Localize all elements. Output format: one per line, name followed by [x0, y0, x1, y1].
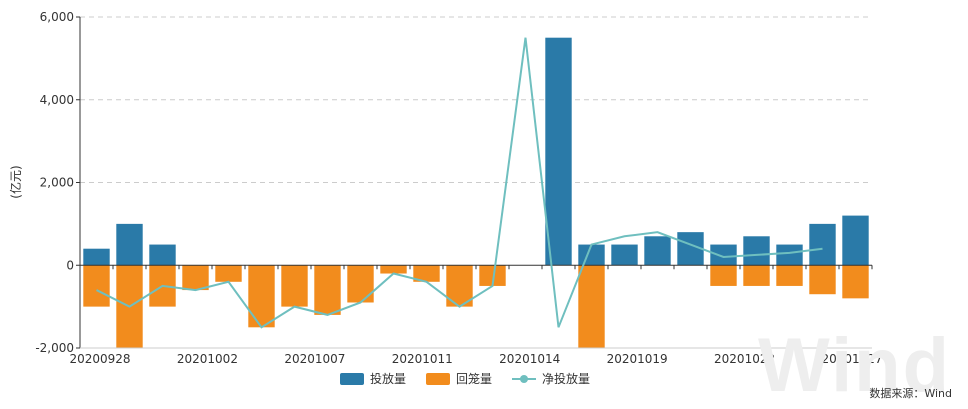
tick-labels: -2,000 0 2,000 4,000 6,000 20200928 20201002 20…	[35, 10, 882, 366]
x-tick-label: 20201022	[714, 352, 775, 366]
bars	[83, 37, 869, 348]
x-tick-label: 20200928	[69, 352, 130, 366]
repo-bar	[710, 265, 737, 286]
invest-bar	[710, 244, 737, 266]
repo-bar	[842, 265, 869, 299]
wind-watermark: Wind	[758, 323, 952, 408]
invest-bar	[644, 236, 671, 266]
repo-bar	[281, 265, 308, 307]
invest-bar	[776, 244, 803, 266]
y-tick-label: 4,000	[40, 93, 74, 107]
repo-bar	[743, 265, 770, 286]
y-tick-label: 6,000	[40, 10, 74, 24]
repo-bar	[809, 265, 836, 295]
repo-bar	[479, 265, 506, 286]
repo-bar	[578, 265, 605, 348]
legend-item-repo[interactable]: 回笼量	[426, 370, 492, 387]
axes	[76, 16, 873, 349]
repo-bar	[347, 265, 374, 303]
legend: 投放量 回笼量 净投放量	[340, 370, 590, 387]
legend-swatch-repo	[426, 372, 451, 385]
grid	[80, 16, 872, 349]
x-tick-label: 20201011	[392, 352, 453, 366]
x-tick-label: 20201019	[607, 352, 668, 366]
invest-bar	[611, 244, 638, 266]
legend-label-net: 净投放量	[542, 372, 591, 386]
invest-bar	[83, 248, 110, 266]
invest-bar	[545, 37, 572, 266]
repo-bar	[215, 265, 242, 282]
y-axis-label: (亿元)	[8, 165, 23, 198]
invest-bar	[116, 223, 143, 266]
repo-bar	[380, 265, 407, 274]
invest-bar	[578, 244, 605, 266]
invest-bar	[809, 223, 836, 266]
legend-item-net[interactable]: 净投放量	[512, 370, 590, 387]
net-line	[96, 37, 823, 329]
invest-bar	[743, 236, 770, 266]
repo-bar	[413, 265, 440, 282]
repo-bar	[314, 265, 341, 315]
invest-bar	[149, 244, 176, 266]
x-tick-label: 20201002	[177, 352, 238, 366]
net-line-path	[96, 37, 823, 329]
legend-label-repo: 回笼量	[456, 372, 493, 386]
legend-swatch-invest	[340, 372, 364, 385]
x-tick-label: 20201007	[284, 352, 345, 366]
x-tick-label: 20201014	[499, 352, 560, 366]
repo-bar	[83, 265, 110, 307]
legend-swatch-net	[512, 373, 537, 385]
repo-bar	[248, 265, 275, 328]
source-note: 数据来源：Wind	[869, 387, 952, 400]
repo-bar	[182, 265, 209, 291]
invest-bar	[842, 215, 869, 266]
x-tick-label: 20201027	[821, 352, 882, 366]
y-tick-label: 2,000	[40, 176, 74, 190]
legend-label-invest: 投放量	[370, 372, 407, 386]
repo-bar	[776, 265, 803, 286]
y-tick-label: -2,000	[35, 341, 74, 355]
legend-item-invest[interactable]: 投放量	[340, 370, 406, 387]
y-tick-label: 0	[66, 258, 74, 272]
